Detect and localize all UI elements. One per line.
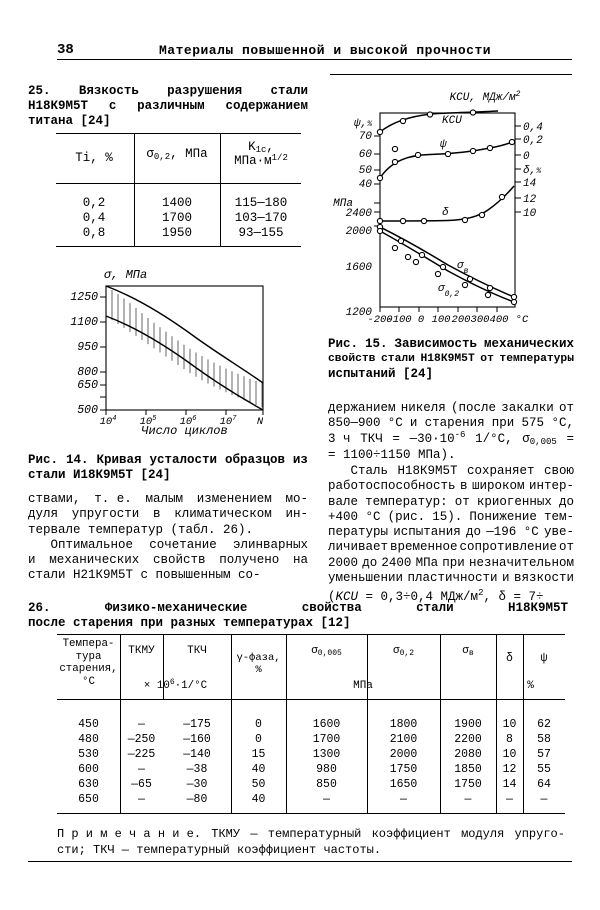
svg-text:σв: σв [457, 260, 469, 276]
svg-text:1600: 1600 [346, 262, 373, 274]
svg-text:800: 800 [77, 366, 98, 379]
svg-text:δ: δ [442, 207, 449, 219]
svg-text:°C: °C [516, 314, 529, 326]
svg-text:300: 300 [471, 314, 490, 326]
svg-text:0,4: 0,4 [523, 122, 543, 134]
svg-text:KCU: KCU [442, 115, 462, 127]
svg-text:σ, МПа: σ, МПа [104, 268, 147, 282]
svg-text:0: 0 [523, 151, 530, 163]
svg-text:650: 650 [77, 379, 98, 392]
svg-text:ψ,%: ψ,% [354, 118, 373, 130]
svg-text:ψ: ψ [440, 139, 447, 151]
svg-text:1100: 1100 [70, 316, 98, 329]
svg-text:2400: 2400 [346, 208, 373, 220]
svg-text:10: 10 [523, 208, 537, 220]
svg-text:1250: 1250 [70, 291, 98, 304]
svg-text:2000: 2000 [346, 226, 373, 238]
svg-text:σ0,2: σ0,2 [438, 283, 459, 299]
svg-text:70: 70 [359, 131, 373, 143]
svg-text:500: 500 [77, 404, 98, 417]
svg-text:100: 100 [432, 314, 451, 326]
svg-text:0: 0 [418, 314, 424, 326]
svg-text:950: 950 [77, 341, 98, 354]
svg-text:KCU, МДж/м2: KCU, МДж/м2 [450, 90, 521, 105]
svg-text:50: 50 [359, 165, 373, 177]
svg-text:-100: -100 [386, 314, 411, 326]
svg-text:12: 12 [523, 194, 537, 206]
svg-text:40: 40 [359, 179, 373, 191]
svg-text:14: 14 [523, 178, 536, 190]
svg-text:δ,%: δ,% [523, 165, 542, 177]
svg-text:200: 200 [452, 314, 471, 326]
svg-text:400: 400 [490, 314, 509, 326]
svg-text:60: 60 [359, 149, 373, 161]
svg-text:0,2: 0,2 [523, 135, 543, 147]
